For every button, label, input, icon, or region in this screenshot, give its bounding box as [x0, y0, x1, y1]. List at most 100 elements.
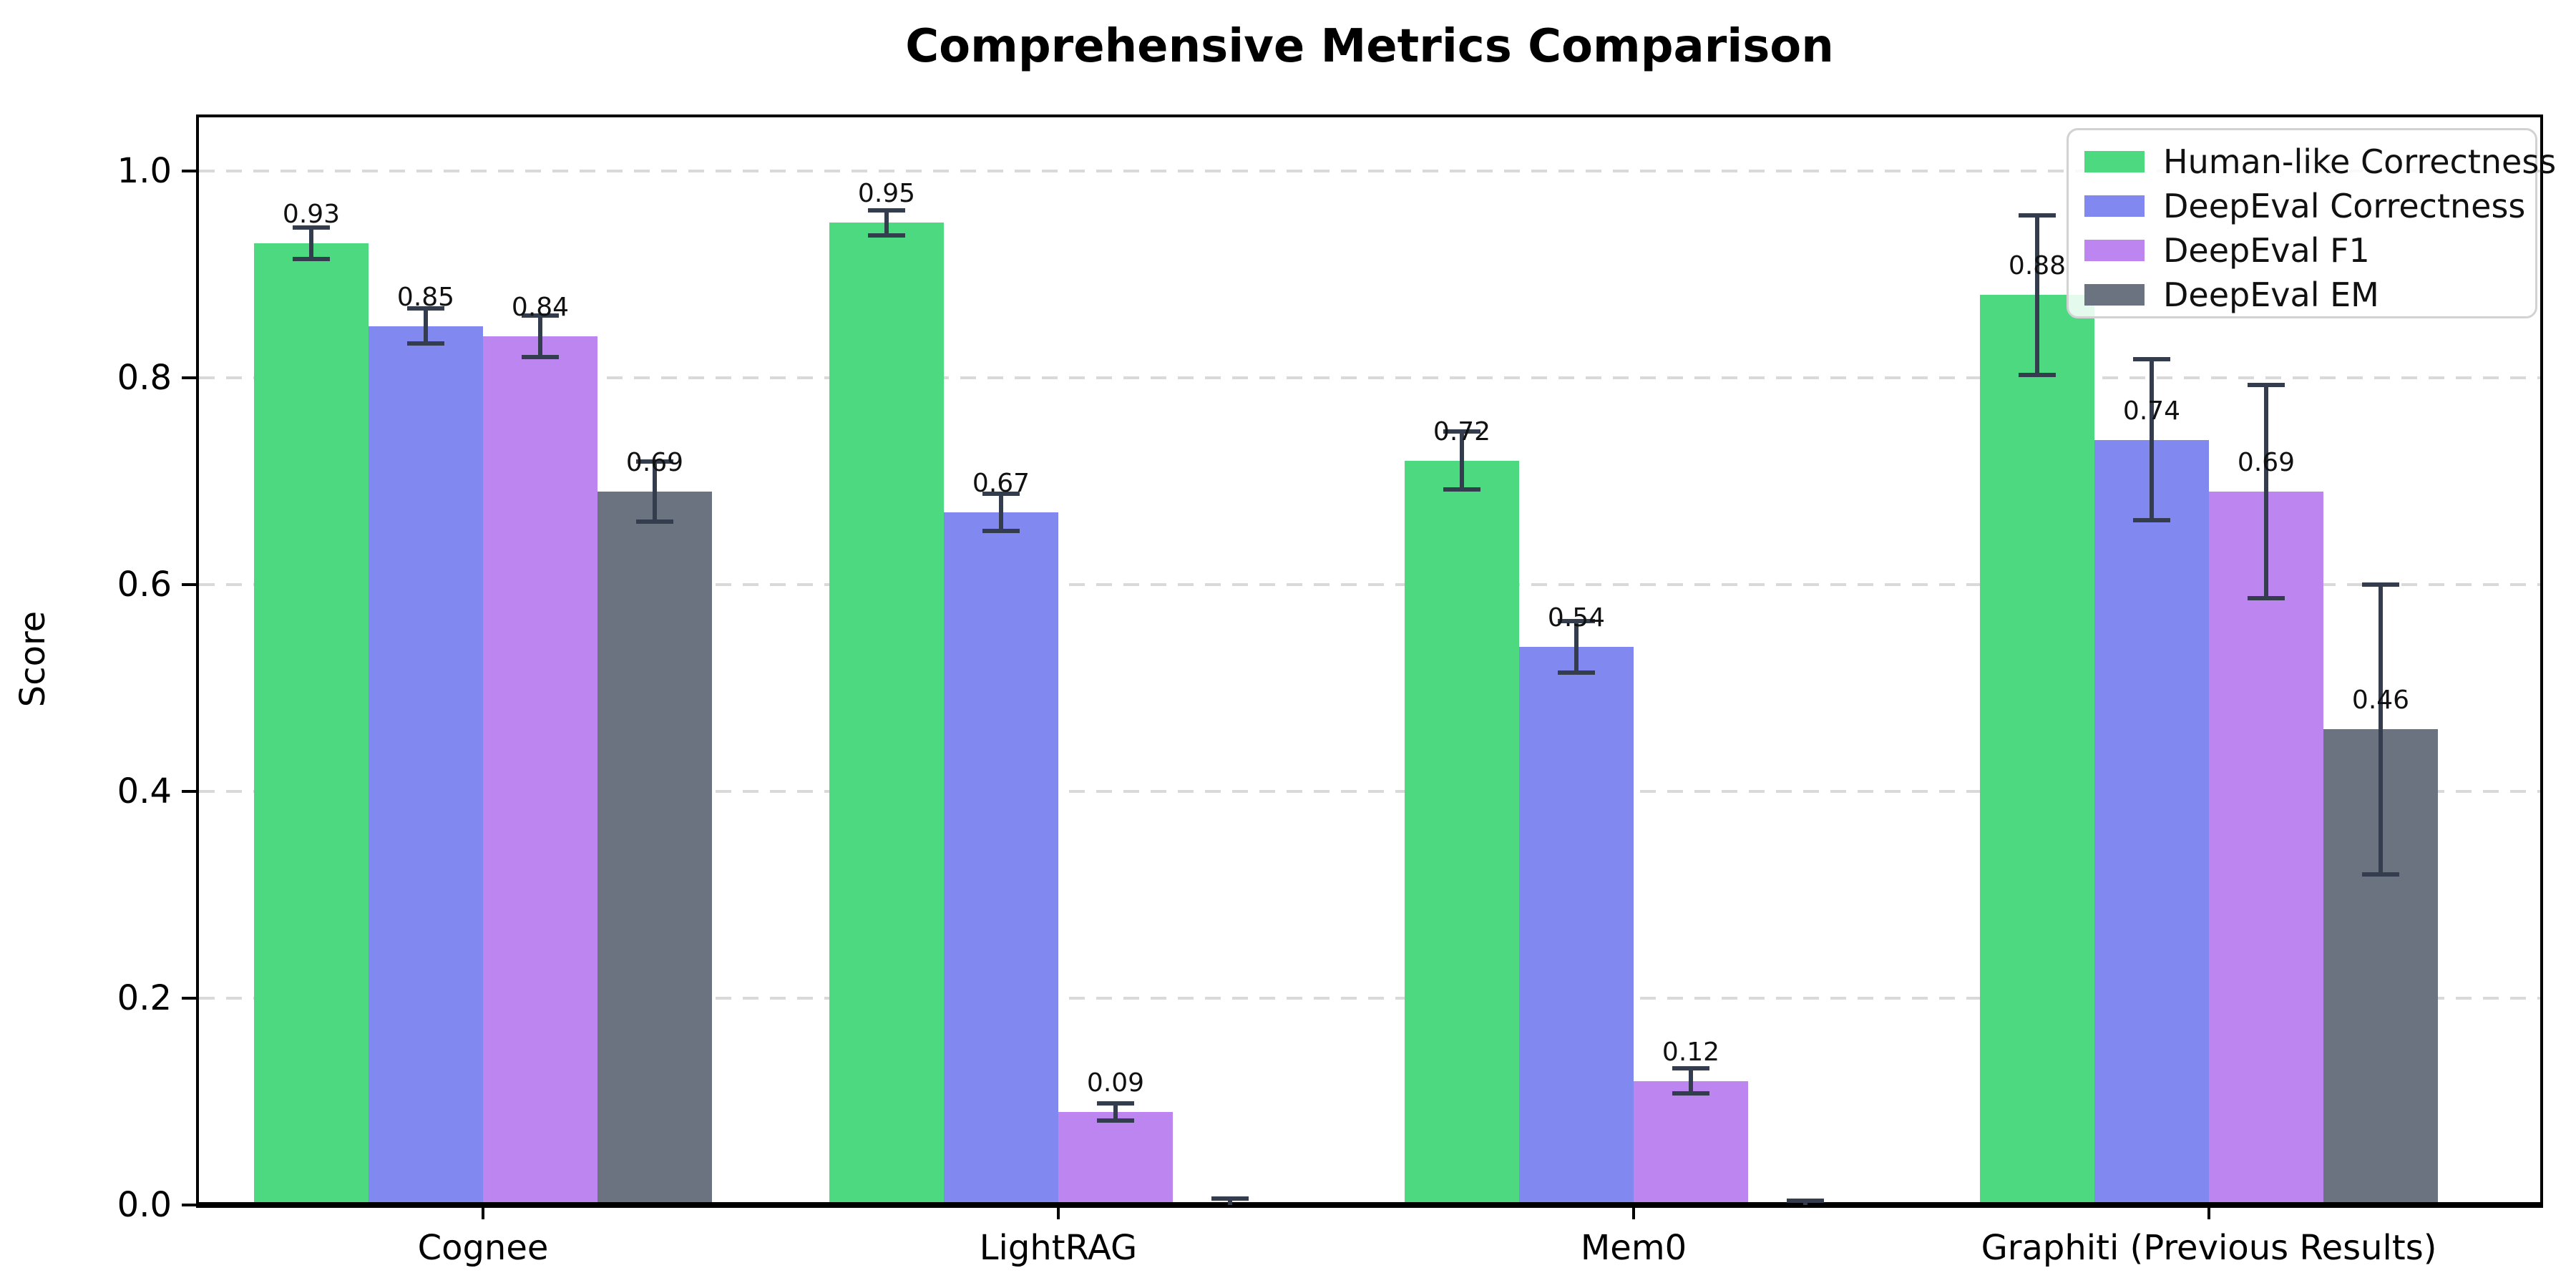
- bar-value-label: 0.67: [972, 468, 1030, 498]
- y-tick-label: 0.2: [117, 978, 172, 1018]
- error-bar-cap-top: [982, 491, 1020, 496]
- error-bar-cap-bottom: [2133, 518, 2170, 523]
- legend-swatch: [2084, 195, 2145, 217]
- chart-title: Comprehensive Metrics Comparison: [905, 20, 1834, 73]
- bar-value-label: 0.74: [2122, 396, 2181, 426]
- error-bar-cap-bottom: [636, 519, 673, 524]
- gridline: [199, 790, 2540, 793]
- bar: [483, 336, 597, 1205]
- x-tick-label: Graphiti (Previous Results): [1981, 1228, 2437, 1268]
- error-bar-cap-bottom: [1443, 487, 1480, 492]
- gridline: [199, 583, 2540, 586]
- gridline: [199, 376, 2540, 379]
- y-tick-mark: [182, 170, 196, 172]
- bar: [944, 512, 1058, 1205]
- bar: [1519, 646, 1634, 1205]
- x-tick-mark: [1632, 1208, 1635, 1219]
- error-bar-cap-top: [1097, 1101, 1134, 1106]
- y-tick-label: 1.0: [117, 151, 172, 191]
- error-bar: [2264, 385, 2268, 598]
- x-tick-mark: [2207, 1208, 2210, 1219]
- bar-value-label: 0.88: [2008, 251, 2067, 281]
- bar: [829, 223, 944, 1205]
- error-bar: [2150, 358, 2154, 521]
- error-bar-cap-bottom: [407, 341, 444, 346]
- legend-item: DeepEval Correctness: [2069, 184, 2535, 228]
- error-bar-cap-top: [1672, 1066, 1709, 1071]
- bar: [597, 491, 712, 1205]
- error-bar: [1689, 1068, 1693, 1093]
- error-bar-cap-top: [1443, 429, 1480, 434]
- y-tick-mark: [182, 583, 196, 586]
- gridline: [199, 997, 2540, 1000]
- y-tick-mark: [182, 376, 196, 379]
- legend-swatch: [2084, 151, 2145, 172]
- error-bar: [653, 462, 657, 522]
- legend-label: Human-like Correctness: [2163, 142, 2557, 181]
- y-tick-mark: [182, 1204, 196, 1206]
- error-bar-cap-top: [2362, 582, 2399, 587]
- error-bar-cap-bottom: [1558, 670, 1595, 675]
- y-axis-label: Score: [13, 610, 53, 708]
- y-tick-mark: [182, 997, 196, 1000]
- y-tick-label: 0.4: [117, 771, 172, 811]
- x-tick-label: Mem0: [1580, 1228, 1687, 1268]
- bar: [254, 243, 369, 1205]
- bar-value-label: 0.85: [396, 282, 455, 312]
- error-bar: [2379, 585, 2383, 874]
- error-bar: [309, 228, 313, 259]
- error-bar: [1460, 431, 1464, 490]
- error-bar-cap-top: [1787, 1199, 1824, 1204]
- error-bar-cap-top: [1211, 1196, 1249, 1201]
- x-tick-mark: [482, 1208, 484, 1219]
- error-bar-cap-top: [407, 306, 444, 311]
- x-tick-label: LightRAG: [979, 1228, 1138, 1268]
- bar: [2094, 439, 2209, 1205]
- bar-value-label: 0.95: [857, 179, 916, 209]
- error-bar: [424, 308, 428, 344]
- x-tick-label: Cognee: [417, 1228, 549, 1268]
- legend-label: DeepEval F1: [2163, 231, 2370, 270]
- error-bar-cap-top: [2248, 383, 2285, 388]
- error-bar-cap-top: [868, 208, 905, 213]
- error-bar-cap-bottom: [2362, 872, 2399, 877]
- bar: [1634, 1080, 1748, 1205]
- error-bar-cap-top: [1558, 618, 1595, 623]
- error-bar: [1228, 1199, 1232, 1205]
- y-tick-label: 0.6: [117, 565, 172, 605]
- legend-swatch: [2084, 240, 2145, 261]
- error-bar: [884, 210, 889, 235]
- error-bar-cap-bottom: [2019, 372, 2056, 377]
- legend-item: DeepEval F1: [2069, 228, 2535, 273]
- bar: [1405, 460, 1519, 1205]
- error-bar: [999, 493, 1003, 531]
- bar-value-label: 0.46: [2351, 686, 2410, 716]
- bar-value-label: 0.84: [511, 293, 570, 323]
- error-bar-cap-top: [293, 225, 330, 230]
- error-bar-cap-bottom: [1672, 1091, 1709, 1096]
- error-bar-cap-bottom: [293, 256, 330, 261]
- bar-value-label: 0.93: [282, 200, 341, 230]
- error-bar-cap-top: [636, 459, 673, 464]
- legend: Human-like Correctness DeepEval Correctne…: [2067, 128, 2556, 318]
- x-tick-mark: [1057, 1208, 1060, 1219]
- bar: [1058, 1111, 1173, 1205]
- legend-label: DeepEval Correctness: [2163, 187, 2526, 225]
- error-bar-cap-bottom: [868, 233, 905, 238]
- y-tick-label: 0.8: [117, 358, 172, 398]
- error-bar: [1574, 620, 1579, 673]
- error-bar-cap-bottom: [1097, 1118, 1134, 1123]
- error-bar-cap-top: [522, 313, 559, 318]
- bar-value-label: 0.12: [1662, 1037, 1720, 1067]
- gridline: [199, 170, 2540, 172]
- error-bar: [538, 316, 542, 358]
- y-tick-mark: [182, 790, 196, 793]
- error-bar-cap-bottom: [2248, 595, 2285, 600]
- bar-value-label: 0.72: [1433, 416, 1491, 447]
- y-tick-label: 0.0: [117, 1185, 172, 1225]
- legend-item: DeepEval EM: [2069, 273, 2535, 317]
- bar: [2209, 491, 2323, 1205]
- legend-item: Human-like Correctness: [2069, 140, 2556, 184]
- error-bar: [2035, 215, 2039, 375]
- bar-value-label: 0.09: [1086, 1068, 1145, 1098]
